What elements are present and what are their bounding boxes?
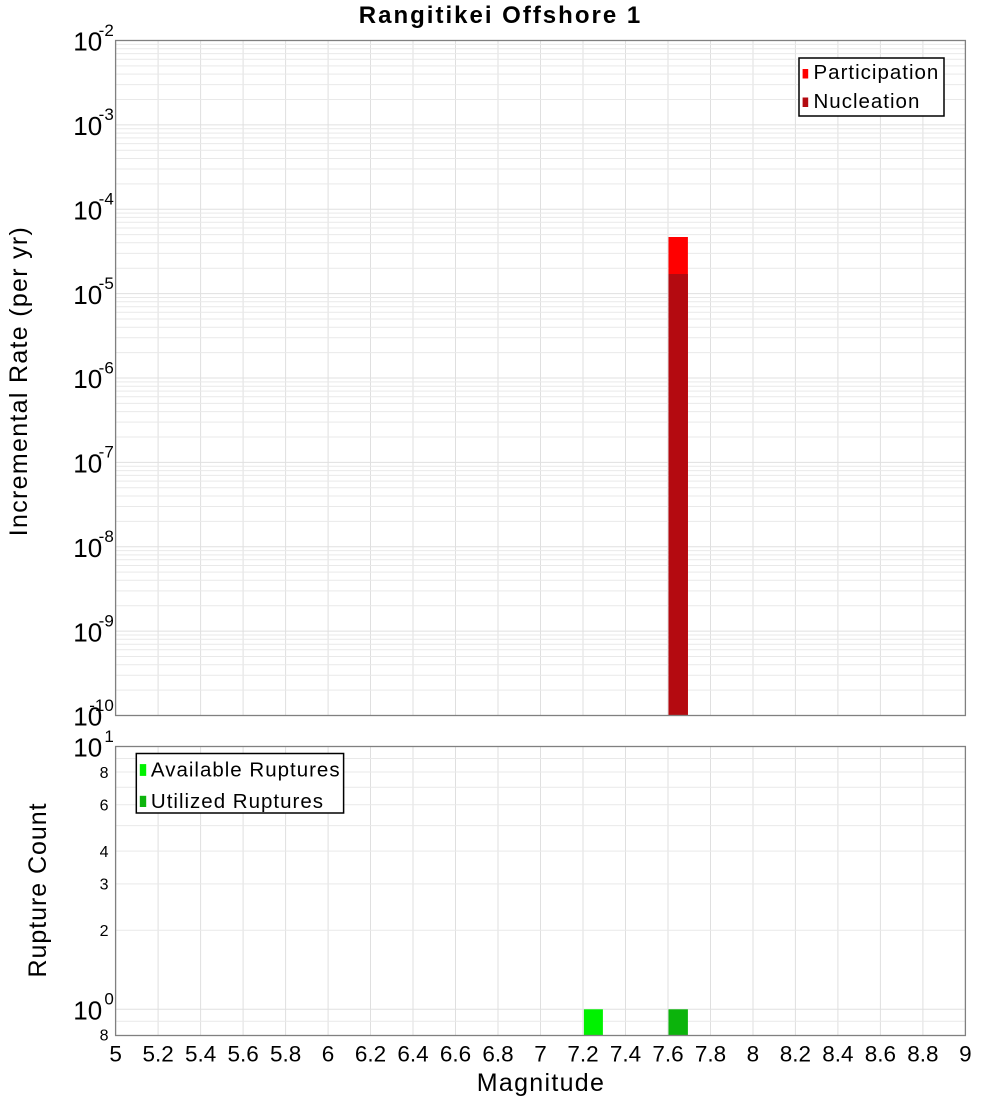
svg-text:10: 10 xyxy=(73,533,102,563)
svg-text:Available Ruptures: Available Ruptures xyxy=(151,759,341,782)
svg-text:-9: -9 xyxy=(99,611,114,630)
svg-text:6: 6 xyxy=(100,798,109,815)
svg-text:9: 9 xyxy=(959,1042,972,1067)
svg-text:3: 3 xyxy=(100,877,109,894)
svg-text:7.6: 7.6 xyxy=(652,1042,683,1067)
svg-text:7.4: 7.4 xyxy=(610,1042,641,1067)
svg-text:Rangitikei Offshore 1: Rangitikei Offshore 1 xyxy=(359,2,642,29)
svg-text:6: 6 xyxy=(322,1042,335,1067)
svg-text:Utilized Ruptures: Utilized Ruptures xyxy=(151,790,324,813)
svg-text:-7: -7 xyxy=(99,443,114,462)
svg-text:10: 10 xyxy=(73,195,102,225)
svg-text:6.4: 6.4 xyxy=(397,1042,428,1067)
svg-text:5.6: 5.6 xyxy=(227,1042,258,1067)
svg-text:-8: -8 xyxy=(99,527,114,546)
svg-text:-10: -10 xyxy=(89,696,114,715)
svg-text:-4: -4 xyxy=(99,190,114,209)
svg-text:6.2: 6.2 xyxy=(355,1042,386,1067)
svg-text:0: 0 xyxy=(104,990,113,1009)
svg-text:-3: -3 xyxy=(99,105,114,124)
svg-text:Rupture Count: Rupture Count xyxy=(24,803,52,978)
svg-text:10: 10 xyxy=(73,364,102,394)
svg-text:10: 10 xyxy=(73,996,102,1026)
svg-text:7: 7 xyxy=(534,1042,547,1067)
svg-text:10: 10 xyxy=(73,733,102,763)
svg-text:6.6: 6.6 xyxy=(440,1042,471,1067)
svg-text:8: 8 xyxy=(100,765,109,782)
svg-text:10: 10 xyxy=(73,111,102,141)
svg-text:-6: -6 xyxy=(99,358,114,377)
svg-text:6.8: 6.8 xyxy=(482,1042,513,1067)
svg-text:Participation: Participation xyxy=(814,61,940,84)
svg-text:2: 2 xyxy=(100,923,109,940)
svg-text:Nucleation: Nucleation xyxy=(814,90,921,113)
svg-text:5.2: 5.2 xyxy=(142,1042,173,1067)
svg-text:7.2: 7.2 xyxy=(567,1042,598,1067)
svg-text:5.8: 5.8 xyxy=(270,1042,301,1067)
svg-text:1: 1 xyxy=(104,727,113,746)
svg-text:8.6: 8.6 xyxy=(865,1042,896,1067)
svg-text:10: 10 xyxy=(73,702,102,732)
svg-text:10: 10 xyxy=(73,27,102,57)
svg-text:Incremental Rate (per yr): Incremental Rate (per yr) xyxy=(5,226,33,536)
svg-text:8.4: 8.4 xyxy=(822,1042,853,1067)
svg-text:5.4: 5.4 xyxy=(185,1042,216,1067)
svg-text:8.2: 8.2 xyxy=(780,1042,811,1067)
svg-text:4: 4 xyxy=(100,844,109,861)
svg-text:8: 8 xyxy=(100,1028,109,1045)
svg-text:10: 10 xyxy=(73,617,102,647)
svg-text:Magnitude: Magnitude xyxy=(477,1069,605,1097)
svg-text:7.8: 7.8 xyxy=(695,1042,726,1067)
svg-text:10: 10 xyxy=(73,280,102,310)
svg-text:-5: -5 xyxy=(99,274,114,293)
svg-text:10: 10 xyxy=(73,449,102,479)
svg-text:8: 8 xyxy=(747,1042,760,1067)
svg-text:5: 5 xyxy=(109,1042,122,1067)
svg-text:8.8: 8.8 xyxy=(907,1042,938,1067)
svg-text:-2: -2 xyxy=(99,21,114,40)
